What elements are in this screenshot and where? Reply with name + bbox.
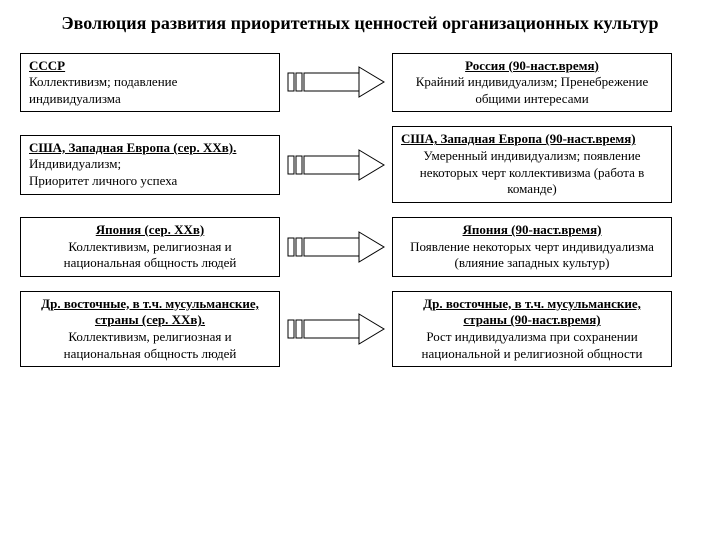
arrow-right-icon [286, 230, 386, 264]
right-header: Др. восточные, в т.ч. мусульманские, стр… [401, 296, 663, 329]
left-header: СССР [29, 58, 271, 75]
right-body: Крайний индивидуализм; Пренебрежение общ… [401, 74, 663, 107]
page-title: Эволюция развития приоритетных ценностей… [60, 12, 660, 35]
right-body: Умеренный индивидуализм; появление некот… [401, 148, 663, 198]
left-box: Япония (сер. XXв) Коллективизм, религиоз… [20, 217, 280, 277]
arrow-right-icon [286, 65, 386, 99]
arrow-wrap [280, 312, 392, 346]
left-header: Др. восточные, в т.ч. мусульманские, стр… [29, 296, 271, 329]
right-box: Др. восточные, в т.ч. мусульманские, стр… [392, 291, 672, 368]
right-header: США, Западная Европа (90-наст.время) [401, 131, 663, 148]
arrow-right-icon [286, 148, 386, 182]
arrow-wrap [280, 230, 392, 264]
diagram-row: США, Западная Европа (сер. XXв). Индивид… [20, 126, 700, 203]
right-body: Появление некоторых черт индивидуализма … [401, 239, 663, 272]
diagram-row: СССР Коллективизм; подавление индивидуал… [20, 53, 700, 113]
arrow-wrap [280, 65, 392, 99]
diagram-row: Япония (сер. XXв) Коллективизм, религиоз… [20, 217, 700, 277]
arrow-right-icon [286, 312, 386, 346]
diagram-rows: СССР Коллективизм; подавление индивидуал… [20, 53, 700, 368]
arrow-wrap [280, 148, 392, 182]
left-body: Индивидуализм; Приоритет личного успеха [29, 156, 271, 189]
left-box: США, Западная Европа (сер. XXв). Индивид… [20, 135, 280, 195]
right-body: Рост индивидуализма при сохранении нацио… [401, 329, 663, 362]
left-box: СССР Коллективизм; подавление индивидуал… [20, 53, 280, 113]
left-header: Япония (сер. XXв) [29, 222, 271, 239]
left-header: США, Западная Европа (сер. XXв). [29, 140, 271, 157]
right-header: Япония (90-наст.время) [401, 222, 663, 239]
right-header: Россия (90-наст.время) [401, 58, 663, 75]
left-body: Коллективизм; подавление индивидуализма [29, 74, 271, 107]
right-box: Россия (90-наст.время) Крайний индивидуа… [392, 53, 672, 113]
right-box: Япония (90-наст.время) Появление некотор… [392, 217, 672, 277]
left-box: Др. восточные, в т.ч. мусульманские, стр… [20, 291, 280, 368]
diagram-row: Др. восточные, в т.ч. мусульманские, стр… [20, 291, 700, 368]
left-body: Коллективизм, религиозная и национальная… [29, 239, 271, 272]
right-box: США, Западная Европа (90-наст.время) Уме… [392, 126, 672, 203]
left-body: Коллективизм, религиозная и национальная… [29, 329, 271, 362]
